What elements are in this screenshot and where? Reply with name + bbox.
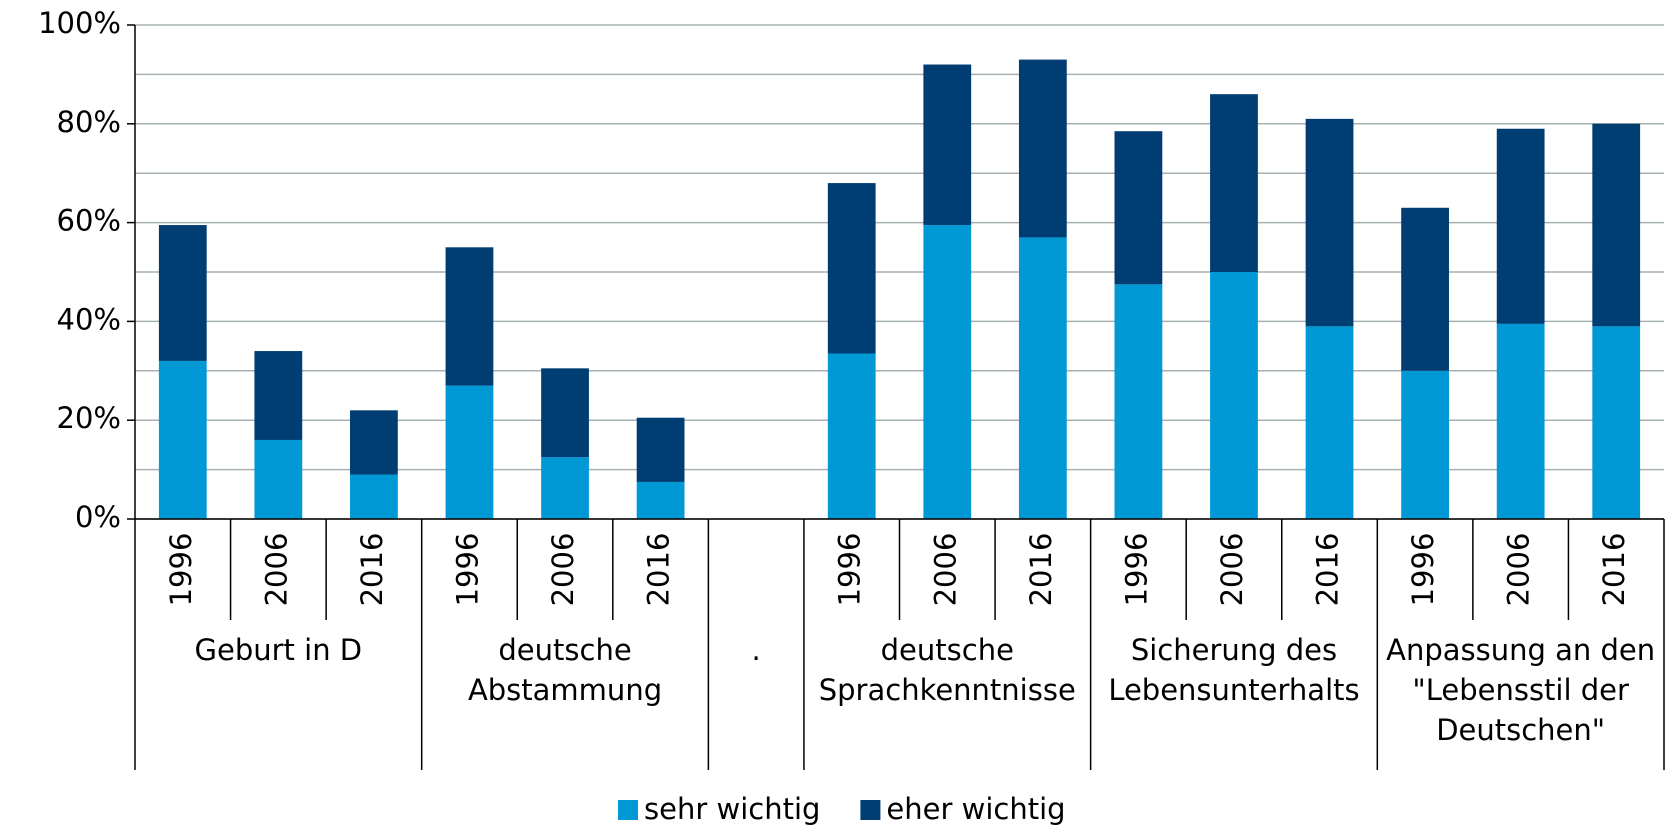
bar-segment <box>1114 284 1163 519</box>
bar-segment <box>1496 128 1545 324</box>
group-label: Anpassung an den "Lebensstil der Deutsch… <box>1386 633 1656 747</box>
x-tick-label: 1996 <box>164 533 198 607</box>
bar-segment <box>923 64 972 226</box>
y-tick-label: 20% <box>57 401 121 435</box>
bar-segment <box>541 368 589 458</box>
bar-segment <box>445 385 494 519</box>
y-tick-label: 0% <box>75 500 121 534</box>
bar-segment <box>1018 237 1067 520</box>
bar-segment <box>1401 370 1449 519</box>
bar-segment <box>158 360 207 519</box>
bar-segment <box>1305 118 1354 327</box>
x-tick-label: 2006 <box>546 533 580 607</box>
y-tick-label: 40% <box>57 302 121 336</box>
bar-segment <box>350 410 398 475</box>
x-tick-label: 2006 <box>928 533 962 607</box>
group-label-box: . <box>751 633 761 667</box>
group-label: Sicherung des Lebensunterhalts <box>1108 633 1360 707</box>
legend-label: sehr wichtig <box>644 792 820 826</box>
x-tick-label: 2006 <box>1502 533 1536 607</box>
bar-segment <box>1305 326 1354 519</box>
y-tick-label: 80% <box>57 105 121 139</box>
group-label-box: deutsche Abstammung <box>467 633 663 707</box>
group-label-box: Geburt in D <box>194 633 363 667</box>
x-tick-label: 1996 <box>1406 533 1440 607</box>
x-tick-label: 2016 <box>1597 533 1631 607</box>
group-label: Geburt in D <box>194 633 363 667</box>
x-tick-label: 1996 <box>833 533 867 607</box>
x-tick-label: 2016 <box>1311 533 1345 607</box>
bar-segment <box>636 417 685 482</box>
bar-segment <box>1210 272 1258 519</box>
group-label-box: Anpassung an den "Lebensstil der Deutsch… <box>1386 633 1656 747</box>
bar-segment <box>1592 326 1641 519</box>
bar-segment <box>636 481 685 519</box>
bar-segment <box>158 225 207 361</box>
group-label-box: Sicherung des Lebensunterhalts <box>1108 633 1360 707</box>
bar-segment <box>1401 207 1449 371</box>
legend-label: eher wichtig <box>886 792 1065 826</box>
group-label: deutsche Sprachkenntnisse <box>818 633 1076 707</box>
bar-segment <box>923 225 972 519</box>
bar-segment <box>827 183 876 354</box>
x-tick-label: 1996 <box>450 533 484 607</box>
bar-segment <box>827 353 876 519</box>
x-tick-label: 1996 <box>1119 533 1153 607</box>
bar-segment <box>1018 59 1067 238</box>
x-tick-label: 2016 <box>1024 533 1058 607</box>
x-tick-label: 2016 <box>355 533 389 607</box>
legend-swatch <box>860 800 881 820</box>
group-label-box: deutsche Sprachkenntnisse <box>818 633 1076 707</box>
y-tick-label: 60% <box>57 204 121 238</box>
bar-segment <box>1114 131 1163 285</box>
bar-segment <box>1592 123 1641 327</box>
bar-segment <box>1496 323 1545 519</box>
bar-segment <box>254 439 303 519</box>
bar-segment <box>445 247 494 386</box>
x-tick-label: 2006 <box>259 533 293 607</box>
x-tick-label: 2016 <box>642 533 676 607</box>
y-tick-label: 100% <box>38 6 121 40</box>
bar-segment <box>1210 94 1258 272</box>
group-label: deutsche Abstammung <box>467 633 663 707</box>
bar-segment <box>350 474 398 519</box>
bar-segment <box>541 457 589 519</box>
legend-swatch <box>618 800 638 820</box>
bar-segment <box>254 351 303 440</box>
x-tick-label: 2006 <box>1215 533 1249 607</box>
group-label: . <box>751 633 761 667</box>
